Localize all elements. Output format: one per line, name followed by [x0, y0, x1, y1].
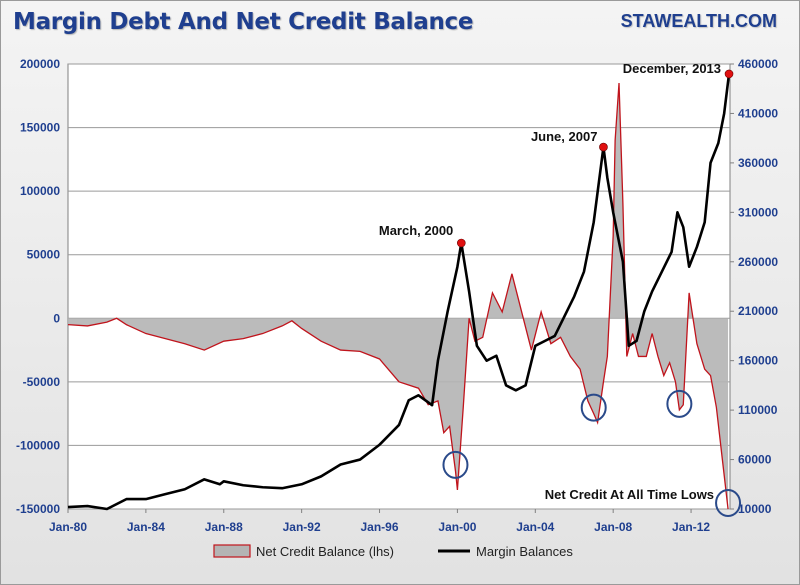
- low-circle: [666, 389, 693, 418]
- x-tick-label: Jan-96: [361, 520, 399, 534]
- right-tick-label: 210000: [738, 304, 778, 318]
- left-tick-label: 50000: [27, 248, 61, 262]
- right-tick-label: 160000: [738, 354, 778, 368]
- net-credit-line: [67, 83, 729, 510]
- low-circle: [580, 393, 607, 422]
- right-axis: 460000 410000 360000 310000 260000 210000 1600…: [730, 57, 778, 516]
- left-tick-label: 100000: [20, 184, 60, 198]
- left-tick-label: 150000: [20, 121, 60, 135]
- annotation-label: Net Credit At All Time Lows: [545, 487, 714, 502]
- series-lines: [67, 73, 731, 511]
- annotations: March, 2000 June, 2007 December, 2013 Net C…: [379, 61, 742, 517]
- right-tick-label: 410000: [738, 106, 778, 120]
- brand-logo: STAWEALTH.COM: [620, 11, 777, 31]
- annotation-label: June, 2007: [531, 129, 598, 144]
- x-tick-label: Jan-84: [127, 520, 165, 534]
- x-axis: Jan-80 Jan-84 Jan-88 Jan-92 Jan-96 Jan-00 Jan-…: [49, 509, 710, 534]
- x-tick-label: Jan-04: [516, 520, 554, 534]
- peak-dot: [457, 238, 466, 248]
- right-tick-label: 360000: [738, 156, 778, 170]
- x-tick-label: Jan-80: [49, 520, 87, 534]
- peak-dot: [724, 69, 734, 79]
- left-tick-label: 200000: [20, 57, 60, 71]
- legend-label-net-credit: Net Credit Balance (lhs): [256, 544, 394, 559]
- left-tick-label: -150000: [16, 502, 60, 516]
- chart-title: Margin Debt And Net Credit Balance: [13, 9, 474, 35]
- right-tick-label: 460000: [738, 57, 778, 71]
- margin-balances-line: [67, 73, 731, 511]
- right-tick-label: 10000: [738, 502, 772, 516]
- x-tick-label: Jan-92: [283, 520, 321, 534]
- annotation-label: December, 2013: [623, 61, 721, 76]
- annotation-label: March, 2000: [379, 223, 453, 238]
- x-tick-label: Jan-00: [438, 520, 476, 534]
- left-tick-label: -100000: [16, 438, 60, 452]
- x-tick-label: Jan-12: [672, 520, 710, 534]
- right-tick-label: 260000: [738, 255, 778, 269]
- x-tick-label: Jan-88: [205, 520, 243, 534]
- low-circle: [442, 450, 469, 479]
- right-tick-label: 110000: [738, 403, 778, 417]
- peak-dot: [599, 142, 608, 152]
- legend-swatch-net-credit: [213, 544, 251, 558]
- left-tick-label: -50000: [23, 375, 61, 389]
- x-tick-label: Jan-08: [594, 520, 632, 534]
- legend-label-margin: Margin Balances: [476, 544, 573, 559]
- plot-area: [67, 63, 731, 510]
- right-tick-label: 310000: [738, 205, 778, 219]
- low-circle: [715, 489, 742, 517]
- left-tick-label: 0: [53, 311, 60, 325]
- right-tick-label: 60000: [738, 453, 772, 467]
- left-axis: 200000 150000 100000 50000 0 -50000 -100000 -15…: [16, 57, 60, 516]
- legend: Net Credit Balance (lhs) Margin Balances: [213, 544, 573, 559]
